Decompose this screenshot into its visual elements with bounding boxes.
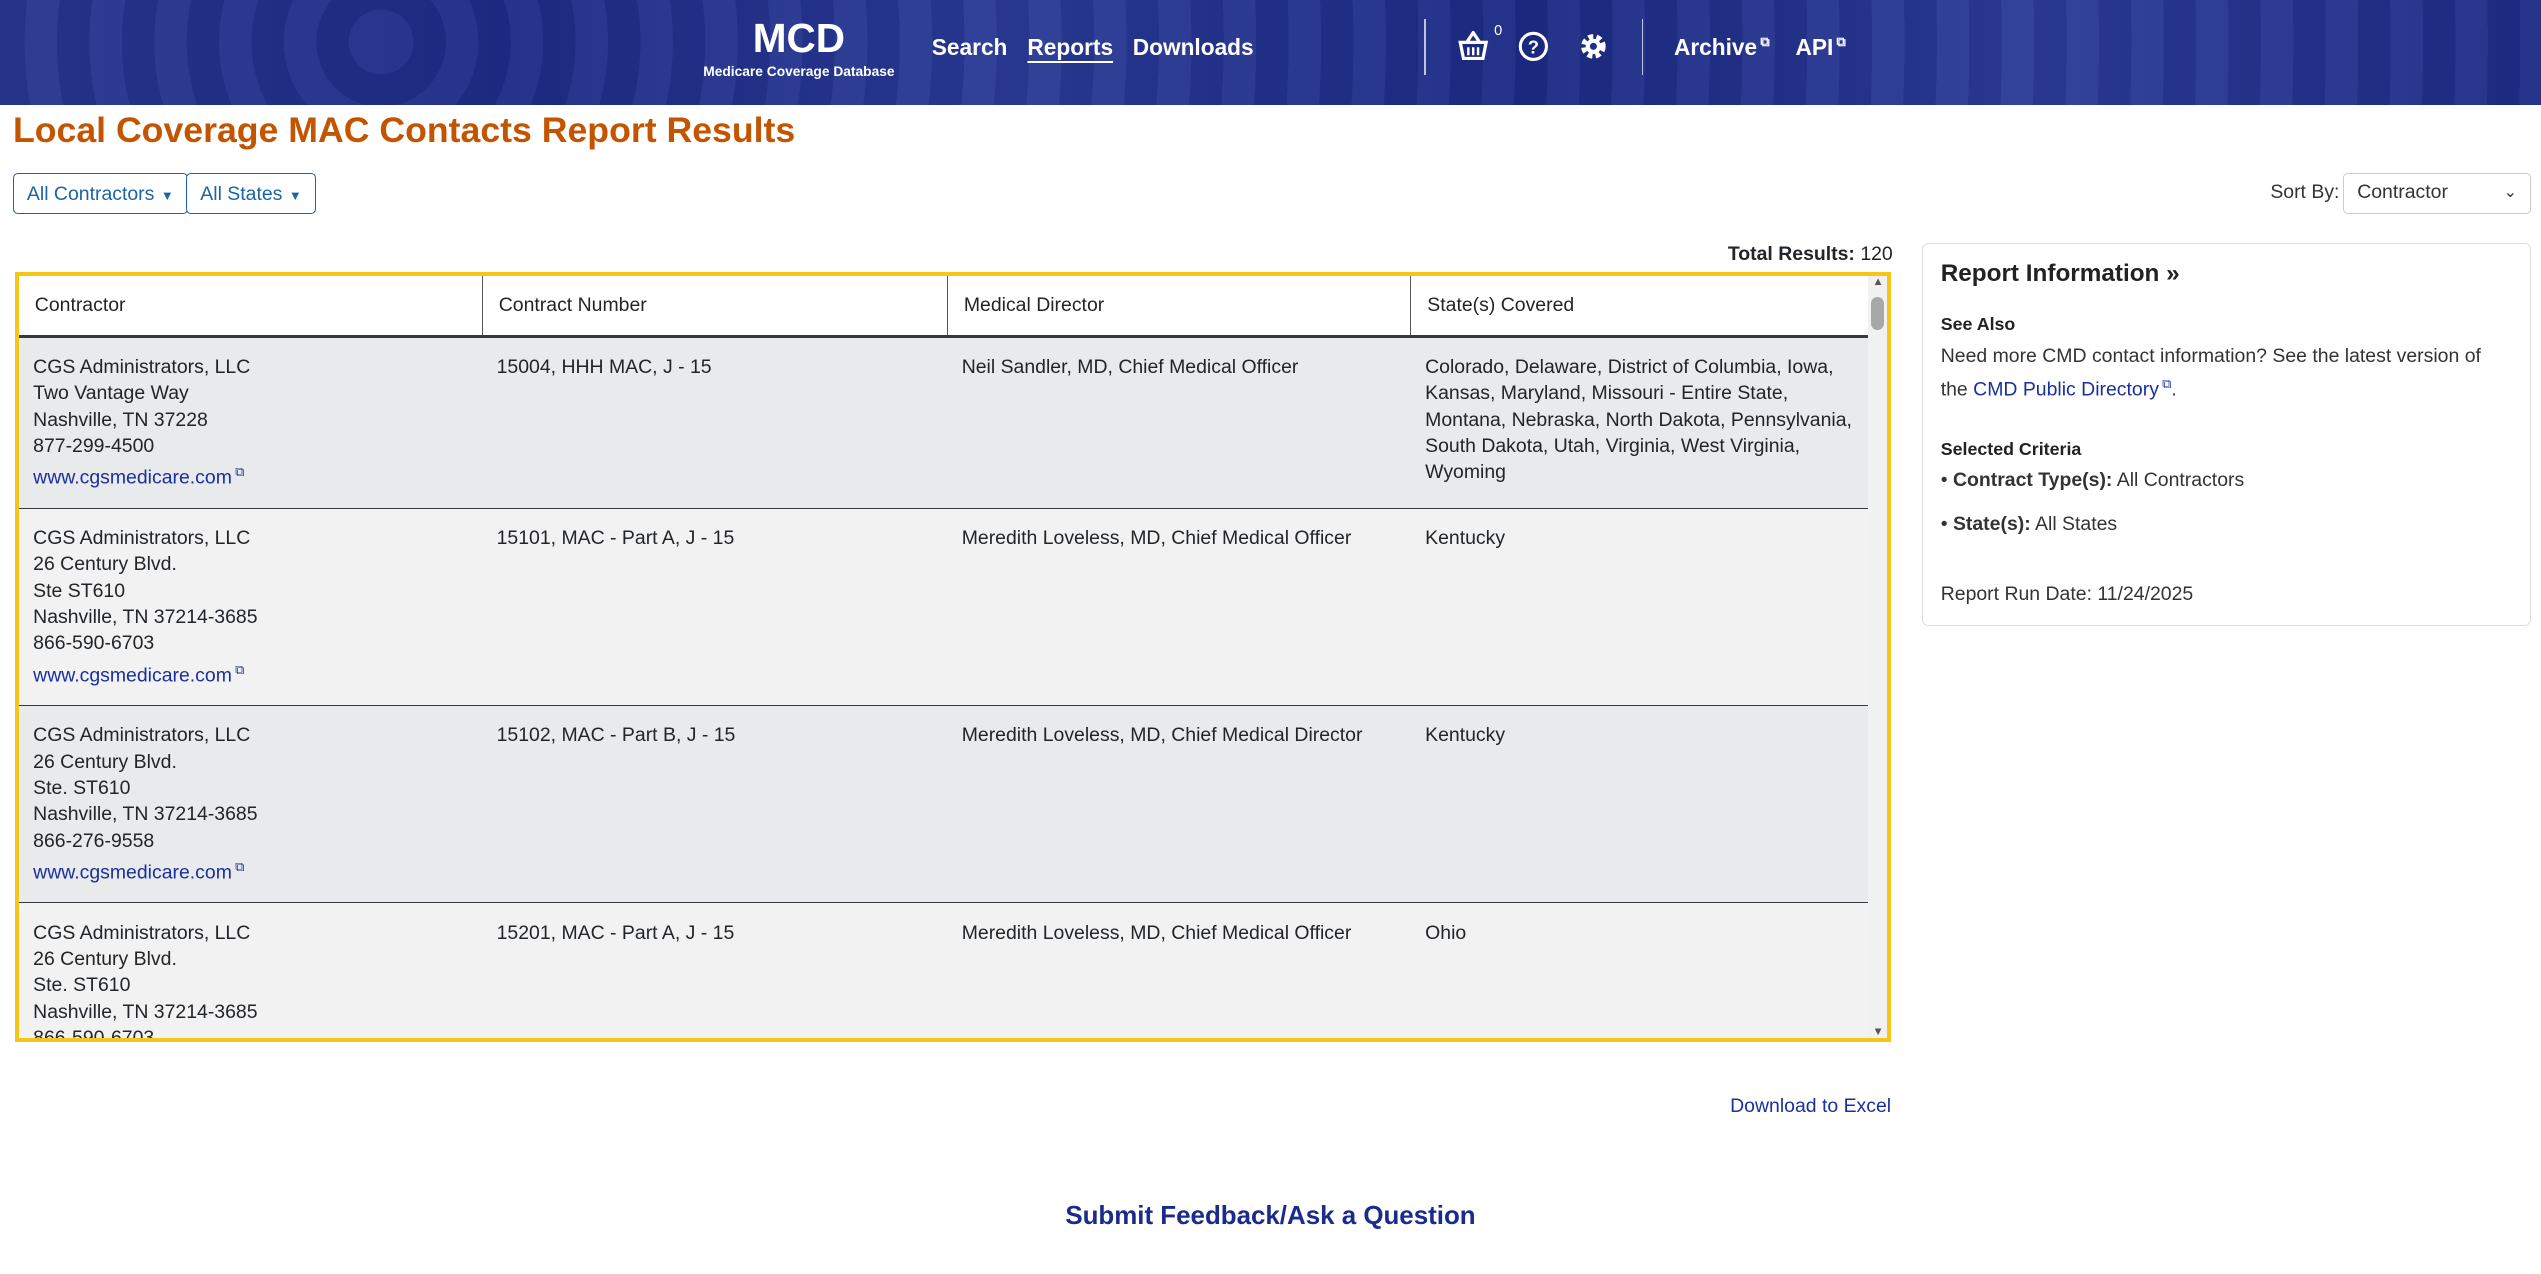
report-info-title[interactable]: Report Information »	[1940, 260, 2180, 288]
total-results: Total Results: 120	[1727, 243, 1893, 266]
report-run-date: Report Run Date: 11/24/2025	[1940, 582, 2194, 605]
contractor-website-link[interactable]: www.cgsmedicare.com	[33, 861, 232, 884]
contractor-line: 866-590-6703	[33, 1027, 155, 1042]
table-scrollbar[interactable]: ▲ ▼	[1867, 276, 1888, 1038]
contractor-website-link[interactable]: www.cgsmedicare.com	[33, 664, 232, 687]
mcd-logo[interactable]: MCD Medicare Coverage Database	[703, 15, 895, 79]
cell-contract-number: 15101, MAC - Part A, J - 15	[482, 508, 948, 706]
cmd-public-directory-link[interactable]: CMD Public Directory	[1973, 378, 2159, 401]
chevron-down-icon: ⌄	[2503, 183, 2518, 202]
download-excel-link[interactable]: Download to Excel	[1730, 1095, 1892, 1118]
cell-medical-director: Meredith Loveless, MD, Chief Medical Dir…	[947, 705, 1411, 904]
selected-criteria-heading: Selected Criteria	[1940, 438, 2082, 459]
external-link-icon: ⧉	[235, 859, 245, 875]
external-link-icon: ⧉	[235, 661, 245, 677]
contractor-line: Ste. ST610	[33, 974, 131, 997]
cell-states: Colorado, Delaware, District of Columbia…	[1410, 336, 1871, 509]
page-title: Local Coverage MAC Contacts Report Resul…	[12, 110, 796, 151]
see-also-text: Need more CMD contact information? See t…	[1940, 344, 2481, 401]
contractor-line: Two Vantage Way	[33, 382, 189, 405]
scroll-up-icon[interactable]: ▲	[1872, 276, 1884, 289]
cell-contract-number: 15004, HHH MAC, J - 15	[482, 336, 948, 509]
basket-count: 0	[1494, 22, 1503, 39]
criteria-contract-type: • Contract Type(s): All Contractors	[1940, 469, 2245, 492]
cell-contractor: CGS Administrators, LLC 26 Century Blvd. S…	[18, 508, 483, 706]
help-icon[interactable]: ?	[1518, 31, 1549, 69]
basket-icon[interactable]	[1457, 29, 1489, 68]
cell-states: Kentucky	[1410, 705, 1871, 904]
contractor-line: CGS Administrators, LLC	[33, 526, 251, 549]
nav-archive[interactable]: Archive ⧉	[1673, 34, 1770, 61]
site-header: MCD Medicare Coverage Database Search Re…	[0, 0, 2541, 106]
cell-medical-director: Meredith Loveless, MD, Chief Medical Off…	[947, 902, 1411, 1038]
contractor-line: Nashville, TN 37228	[33, 408, 208, 431]
external-link-icon: ⧉	[2162, 376, 2172, 392]
table-row: CGS Administrators, LLC 26 Century Blvd. S…	[18, 508, 1871, 706]
contractor-line: 26 Century Blvd.	[33, 948, 177, 971]
divider	[1641, 19, 1644, 75]
table-row: CGS Administrators, LLC Two Vantage Way Na…	[18, 336, 1871, 509]
cell-medical-director: Neil Sandler, MD, Chief Medical Officer	[947, 336, 1411, 509]
scroll-down-icon[interactable]: ▼	[1872, 1025, 1884, 1038]
contractor-line: Ste. ST610	[33, 777, 131, 800]
external-link-icon: ⧉	[1760, 34, 1770, 50]
gear-icon[interactable]	[1578, 31, 1609, 69]
contractor-line: 866-276-9558	[33, 829, 155, 852]
column-header-states: State(s) Covered	[1410, 276, 1871, 338]
svg-text:?: ?	[1528, 36, 1539, 57]
criteria-state: • State(s): All States	[1940, 513, 2118, 536]
sort-select[interactable]: Contractor ⌄	[2343, 173, 2532, 214]
table-row: CGS Administrators, LLC 26 Century Blvd. S…	[18, 902, 1871, 1042]
cell-states: Ohio	[1410, 902, 1871, 1038]
external-link-icon: ⧉	[1836, 34, 1846, 50]
cell-states: Kentucky	[1410, 508, 1871, 706]
column-header-medical-director: Medical Director	[947, 276, 1412, 338]
contractor-line: CGS Administrators, LLC	[33, 921, 251, 944]
nav-search[interactable]: Search	[931, 34, 1008, 61]
caret-down-icon: ▼	[160, 188, 174, 204]
column-header-contract-number: Contract Number	[482, 276, 948, 338]
contractor-line: Nashville, TN 37214-3685	[33, 606, 258, 629]
cell-contractor: CGS Administrators, LLC 26 Century Blvd. S…	[18, 705, 483, 904]
report-information-panel: Report Information » See Also Need more …	[1921, 243, 2532, 626]
see-also-heading: See Also	[1940, 313, 2016, 334]
contractors-filter-button[interactable]: All Contractors ▼	[12, 173, 188, 214]
results-table: Contractor Contract Number Medical Direc…	[18, 276, 1871, 1042]
contractor-line: Ste ST610	[33, 579, 126, 602]
contractor-website-link[interactable]: www.cgsmedicare.com	[33, 466, 232, 489]
caret-down-icon: ▼	[288, 188, 302, 204]
cell-contract-number: 15102, MAC - Part B, J - 15	[482, 705, 948, 904]
cell-contractor: CGS Administrators, LLC Two Vantage Way Na…	[18, 336, 483, 509]
contractor-line: CGS Administrators, LLC	[33, 724, 251, 747]
nav-downloads[interactable]: Downloads	[1132, 34, 1254, 61]
states-filter-button[interactable]: All States ▼	[186, 173, 316, 214]
nav-reports[interactable]: Reports	[1027, 34, 1114, 61]
contractor-line: 866-590-6703	[33, 632, 155, 655]
cell-contractor: CGS Administrators, LLC 26 Century Blvd. S…	[18, 902, 483, 1042]
contractor-line: Nashville, TN 37214-3685	[33, 803, 258, 826]
contractor-line: 26 Century Blvd.	[33, 750, 177, 773]
cell-medical-director: Meredith Loveless, MD, Chief Medical Off…	[947, 508, 1411, 706]
contractor-line: CGS Administrators, LLC	[33, 355, 251, 378]
submit-feedback-link[interactable]: Submit Feedback/Ask a Question	[1065, 1202, 1476, 1231]
divider	[1424, 19, 1427, 75]
nav-api[interactable]: API ⧉	[1795, 34, 1846, 61]
column-header-contractor: Contractor	[18, 276, 483, 338]
cell-contract-number: 15201, MAC - Part A, J - 15	[482, 902, 948, 1038]
contractor-line: Nashville, TN 37214-3685	[33, 1000, 258, 1023]
table-row: CGS Administrators, LLC 26 Century Blvd. S…	[18, 705, 1871, 904]
sort-label: Sort By:	[2270, 181, 2340, 204]
results-table-container: Contractor Contract Number Medical Direc…	[14, 272, 1892, 1042]
scrollbar-thumb[interactable]	[1870, 297, 1884, 330]
contractor-line: 26 Century Blvd.	[33, 553, 177, 576]
external-link-icon: ⧉	[235, 464, 245, 480]
contractor-line: 877-299-4500	[33, 435, 155, 458]
